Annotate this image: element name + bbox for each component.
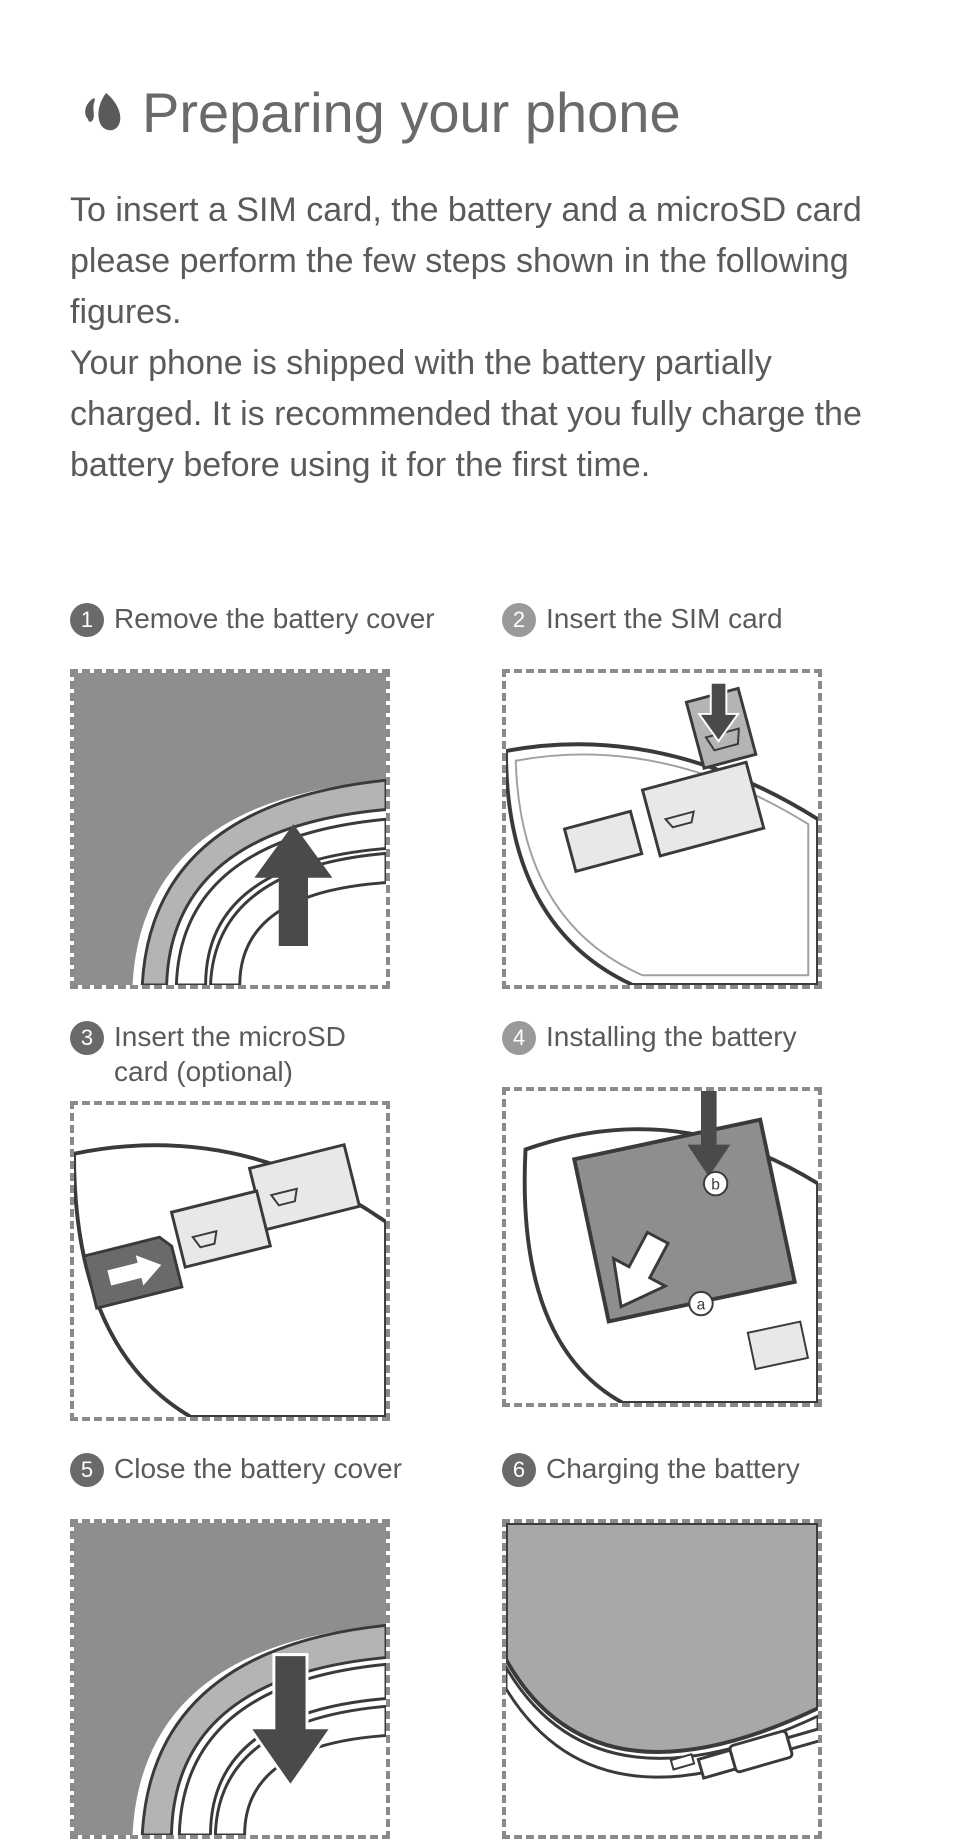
step-1: 1 Remove the battery cover [70, 601, 452, 989]
step-6: 6 Charging the battery [502, 1451, 884, 1839]
step-2-label: Insert the SIM card [546, 601, 783, 636]
step-5: 5 Close the battery cover [70, 1451, 452, 1839]
step-6-label: Charging the battery [546, 1451, 800, 1486]
step-1-label: Remove the battery cover [114, 601, 435, 636]
svg-text:a: a [697, 1296, 706, 1313]
step-4-label: Installing the battery [546, 1019, 797, 1054]
step-2-illustration [502, 669, 822, 989]
svg-text:b: b [711, 1176, 720, 1193]
step-4-badge: 4 [502, 1021, 536, 1055]
step-1-illustration [70, 669, 390, 989]
steps-grid: 1 Remove the battery cover 2 Insert the … [70, 601, 884, 1839]
step-2: 2 Insert the SIM card [502, 601, 884, 989]
step-4-illustration: b a [502, 1087, 822, 1407]
step-6-illustration [502, 1519, 822, 1839]
step-5-label: Close the battery cover [114, 1451, 402, 1486]
step-3-illustration [70, 1101, 390, 1421]
step-5-badge: 5 [70, 1453, 104, 1487]
step-1-badge: 1 [70, 603, 104, 637]
step-4: 4 Installing the battery b [502, 1019, 884, 1421]
step-2-badge: 2 [502, 603, 536, 637]
step-5-illustration [70, 1519, 390, 1839]
step-6-badge: 6 [502, 1453, 536, 1487]
step-3-label: Insert the microSDcard (optional) [114, 1019, 346, 1089]
intro-text: To insert a SIM card, the battery and a … [70, 185, 884, 491]
step-3-badge: 3 [70, 1021, 104, 1055]
header-bullet-icon [70, 83, 130, 143]
page-title: Preparing your phone [142, 80, 681, 145]
step-3: 3 Insert the microSDcard (optional) [70, 1019, 452, 1421]
